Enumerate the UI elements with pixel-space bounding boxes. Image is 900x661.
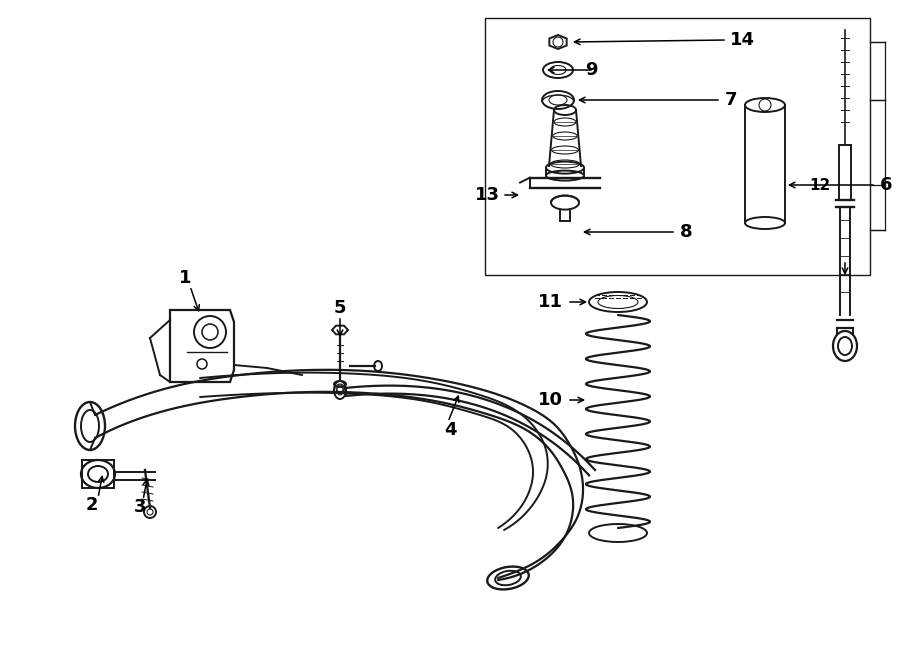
Text: 3: 3 bbox=[134, 498, 146, 516]
Text: 11: 11 bbox=[538, 293, 563, 311]
Text: 13: 13 bbox=[475, 186, 500, 204]
Text: 8: 8 bbox=[680, 223, 693, 241]
Text: 14: 14 bbox=[730, 31, 755, 49]
Text: 9: 9 bbox=[586, 61, 598, 79]
Text: 1: 1 bbox=[179, 269, 191, 287]
Text: 7: 7 bbox=[725, 91, 737, 109]
Text: 5: 5 bbox=[334, 299, 346, 317]
Text: 12: 12 bbox=[809, 178, 831, 192]
Text: 2: 2 bbox=[86, 496, 98, 514]
Text: 6: 6 bbox=[880, 176, 893, 194]
Text: 10: 10 bbox=[538, 391, 563, 409]
Text: 4: 4 bbox=[444, 421, 456, 439]
